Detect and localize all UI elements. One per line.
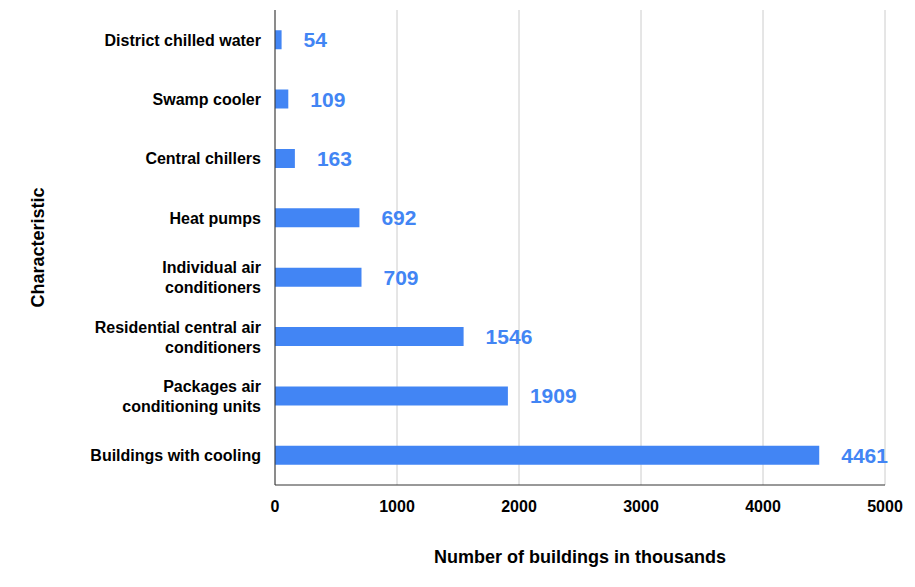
- svg-text:1546: 1546: [486, 325, 533, 348]
- svg-text:Packages airconditioning units: Packages airconditioning units: [122, 377, 261, 414]
- svg-text:709: 709: [383, 266, 418, 289]
- svg-text:1000: 1000: [379, 498, 415, 515]
- svg-text:District chilled water: District chilled water: [105, 31, 262, 48]
- svg-text:Number of buildings in thousan: Number of buildings in thousands: [434, 547, 726, 567]
- svg-text:163: 163: [317, 147, 352, 170]
- svg-text:1909: 1909: [530, 384, 577, 407]
- svg-text:Characteristic: Characteristic: [28, 187, 48, 307]
- svg-text:Residential central airconditi: Residential central airconditioners: [95, 318, 261, 355]
- svg-text:3000: 3000: [623, 498, 659, 515]
- svg-text:4461: 4461: [841, 444, 888, 467]
- svg-text:Individual airconditioners: Individual airconditioners: [162, 259, 261, 296]
- svg-text:109: 109: [310, 88, 345, 111]
- svg-text:0: 0: [271, 498, 280, 515]
- svg-text:5000: 5000: [867, 498, 903, 515]
- svg-text:692: 692: [381, 206, 416, 229]
- svg-text:2000: 2000: [501, 498, 537, 515]
- svg-text:4000: 4000: [745, 498, 781, 515]
- svg-text:Buildings with cooling: Buildings with cooling: [90, 447, 261, 464]
- svg-text:Central chillers: Central chillers: [145, 150, 261, 167]
- svg-text:Heat pumps: Heat pumps: [169, 209, 261, 226]
- svg-text:Swamp cooler: Swamp cooler: [153, 91, 261, 108]
- svg-text:54: 54: [304, 28, 328, 51]
